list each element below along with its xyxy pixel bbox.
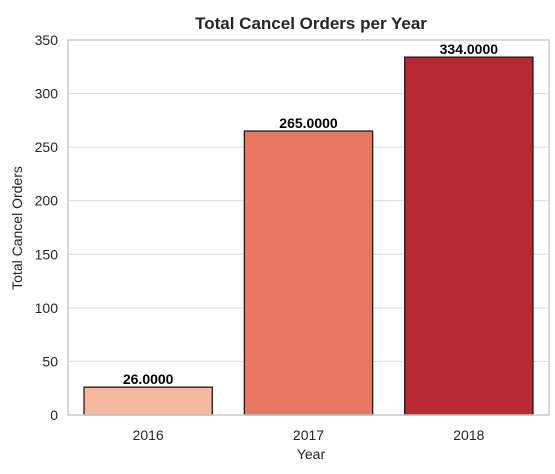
y-tick-label: 100 xyxy=(35,300,59,316)
y-tick-label: 200 xyxy=(35,193,59,209)
x-tick-labels: 2016 2017 2018 xyxy=(133,427,485,443)
bars xyxy=(83,56,534,416)
bar-value-label-2016: 26.0000 xyxy=(123,371,174,387)
bar-value-label-2017: 265.0000 xyxy=(279,115,338,131)
chart-title: Total Cancel Orders per Year xyxy=(195,14,427,33)
y-tick-label: 50 xyxy=(42,353,58,369)
x-tick-label-2018: 2018 xyxy=(453,427,484,443)
y-tick-label: 250 xyxy=(35,139,59,155)
bar-value-label-2018: 334.0000 xyxy=(440,41,499,57)
x-tick-label-2016: 2016 xyxy=(133,427,164,443)
x-tick-label-2017: 2017 xyxy=(293,427,324,443)
y-axis-label: Total Cancel Orders xyxy=(9,166,25,290)
bar-2016 xyxy=(83,386,213,416)
x-axis-label: Year xyxy=(297,446,326,462)
y-tick-label: 300 xyxy=(35,86,59,102)
bar-value-labels: 26.0000 265.0000 334.0000 xyxy=(123,41,498,387)
y-tick-labels: 0 50 100 150 200 250 300 350 xyxy=(35,32,59,423)
plot-frame xyxy=(67,39,550,416)
bar-2018 xyxy=(404,56,534,416)
bar-2017 xyxy=(243,130,374,416)
y-tick-label: 150 xyxy=(35,246,59,262)
y-tick-label: 350 xyxy=(35,32,59,48)
y-tick-label: 0 xyxy=(50,407,58,423)
